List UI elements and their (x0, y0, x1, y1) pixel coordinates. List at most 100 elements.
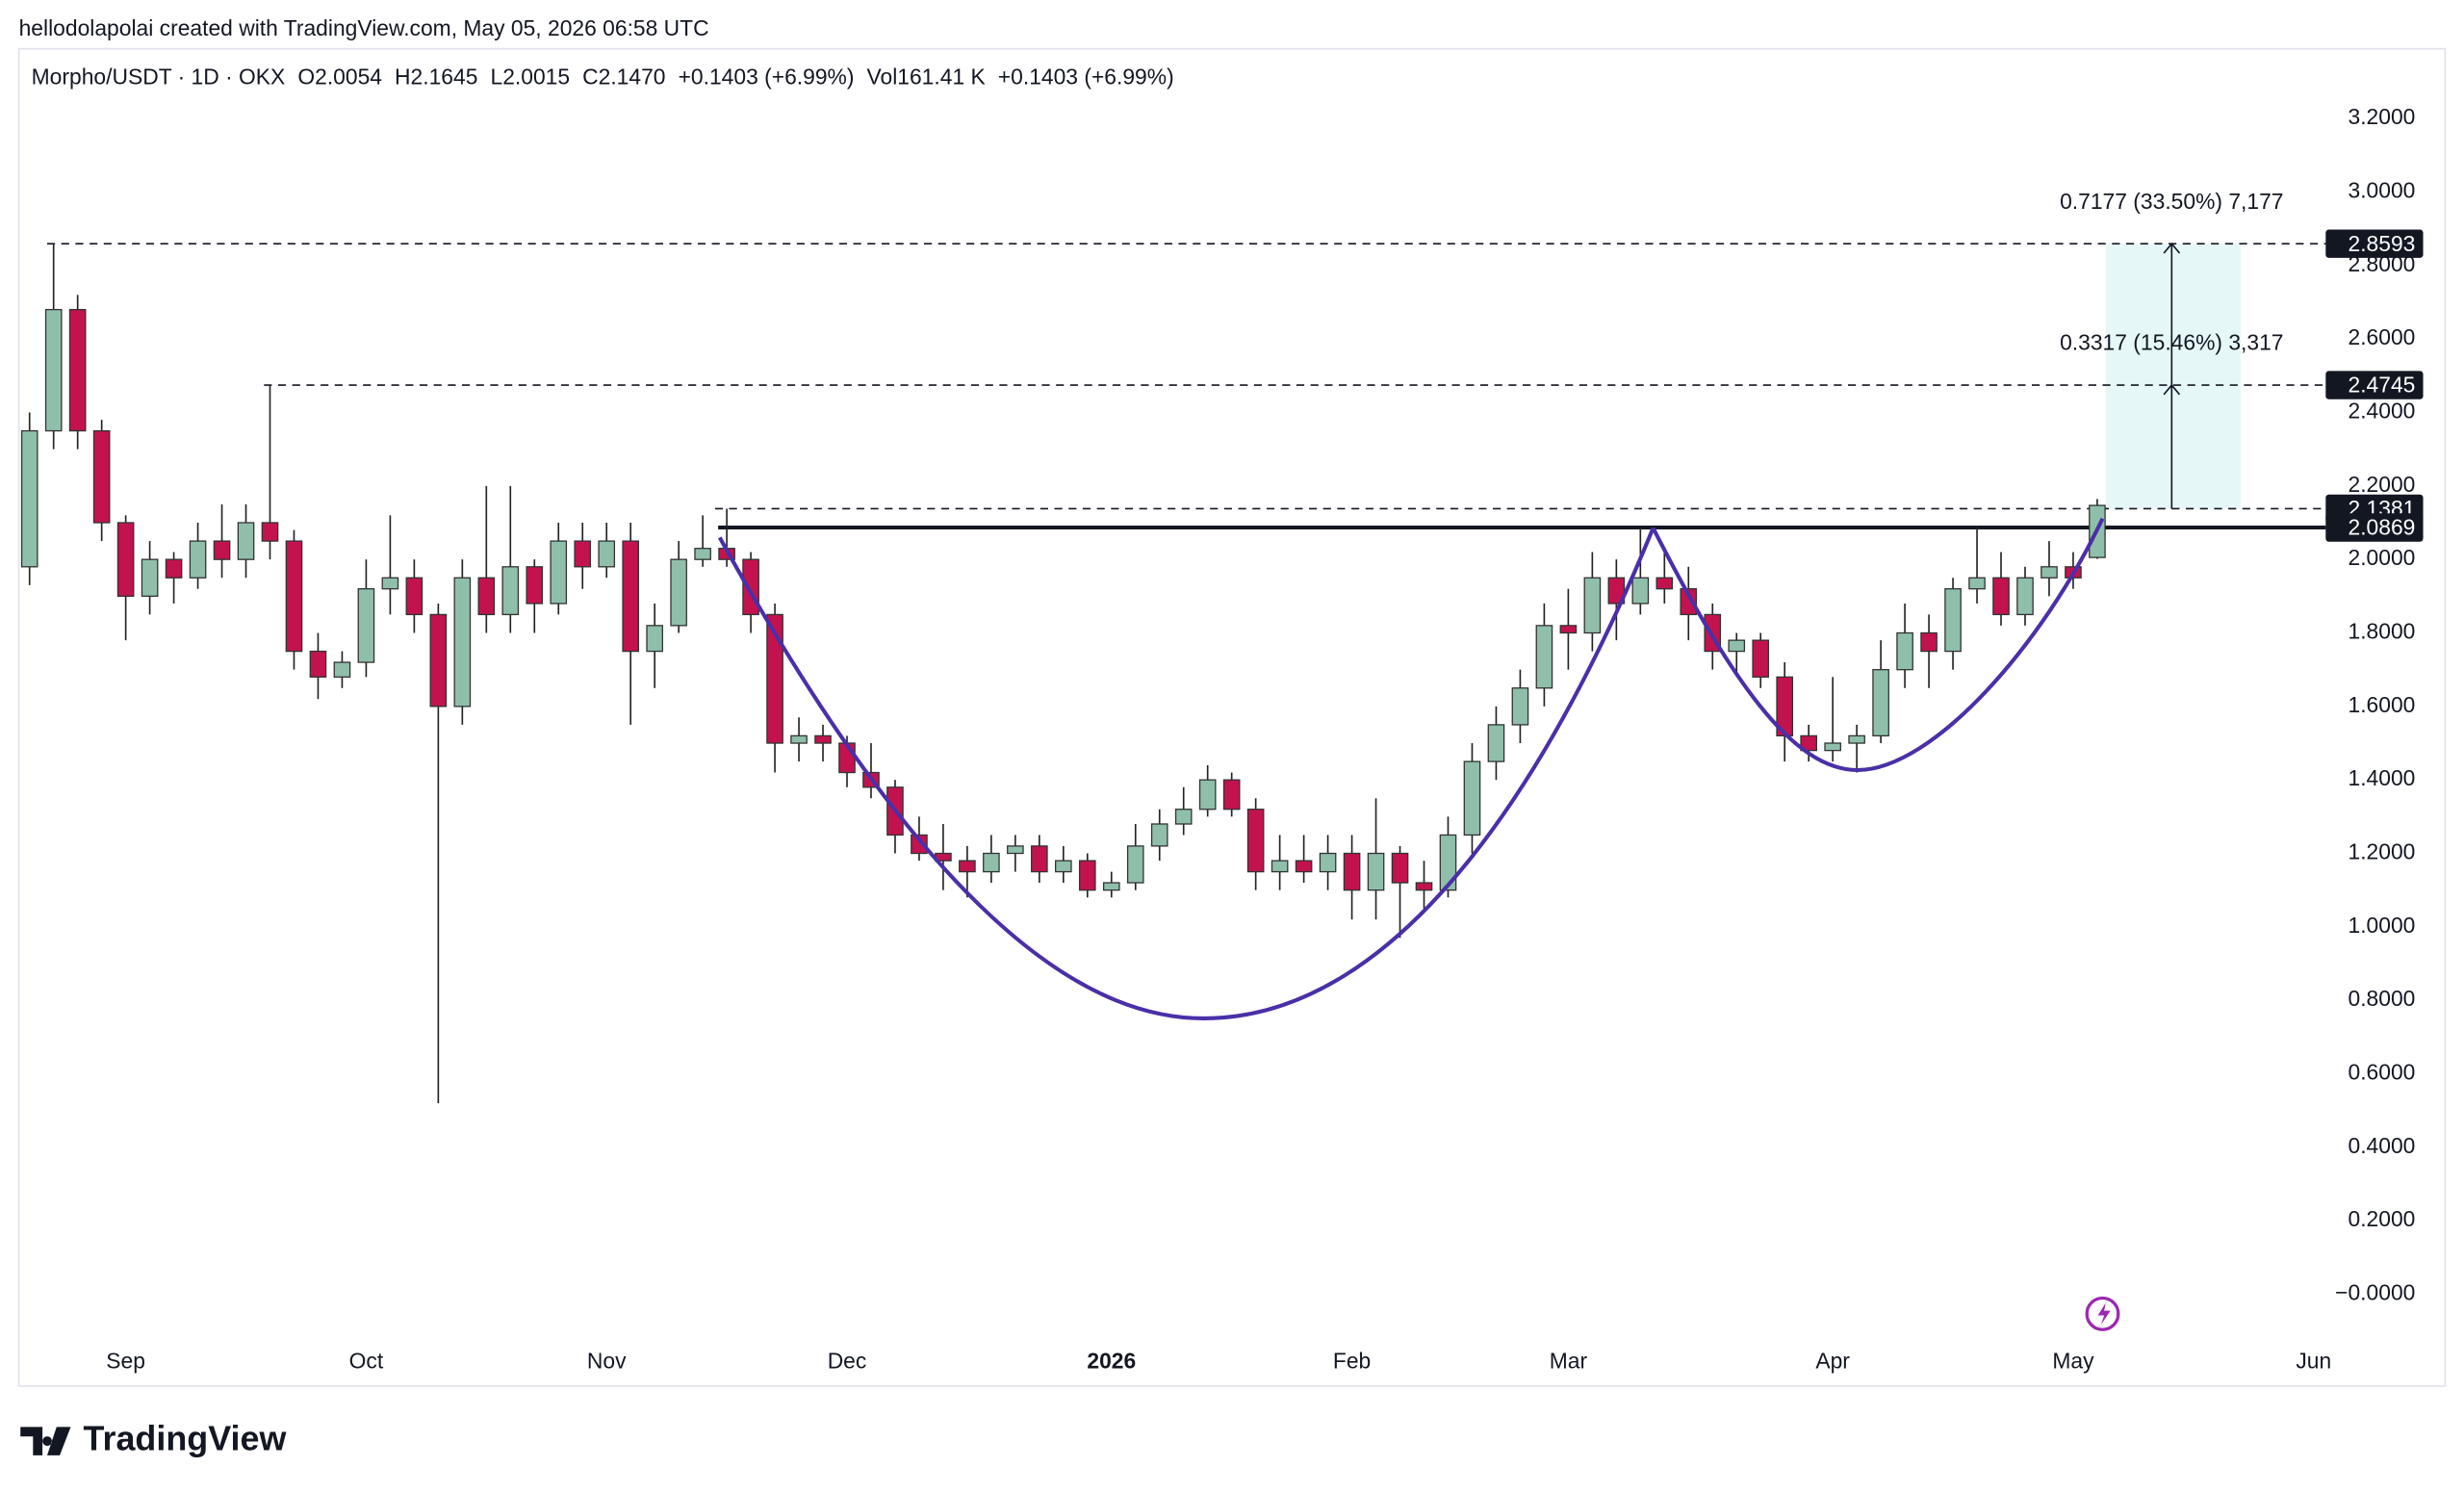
y-tick-label: 1.6000 (2348, 692, 2415, 717)
y-tick-label: 1.2000 (2348, 839, 2415, 864)
candle-body (1487, 724, 1505, 762)
alert-icon (2085, 1296, 2120, 1331)
info-item: +0.1403 (+6.99%) (679, 64, 855, 90)
legend-info: Morpho/USDT · 1D · OKX O2.0054 H2.1645 L2.0… (32, 64, 1174, 90)
candle-body (2040, 566, 2058, 579)
candle-body (477, 577, 496, 616)
candle-body (790, 734, 808, 744)
candle-body (1391, 852, 1409, 884)
candle-body (1920, 631, 1938, 653)
candle-body (2016, 577, 2034, 616)
plot: −0.0000 0.2000 0.4000 0.6000 0.8000 1.0000 1.2… (20, 104, 2424, 1374)
candle-body (1872, 669, 1889, 737)
candle-body (1222, 779, 1241, 811)
x-tick-label: Mar (1550, 1349, 1588, 1374)
candle-body (1343, 852, 1361, 891)
candle-body (1631, 577, 1650, 605)
candle-body (622, 540, 640, 653)
candle-body (814, 734, 832, 744)
logo: TradingView (20, 1419, 286, 1458)
candle-body (1319, 852, 1337, 873)
x-tick-label: Jun (2296, 1349, 2331, 1374)
candle-body (92, 429, 111, 524)
candle-body (1848, 734, 1865, 744)
x-tick-label: Dec (828, 1349, 867, 1374)
candle-body (405, 577, 424, 616)
candle-body (213, 540, 231, 560)
candle-body (983, 852, 1000, 873)
candle-body (1246, 809, 1265, 873)
price-badge-label: 2.0869 (2348, 515, 2415, 540)
annotation: 0.7177 (33.50%) 7,177 (2060, 189, 2283, 214)
candle-body (550, 540, 568, 605)
candle-body (1824, 742, 1841, 752)
candle-body (381, 577, 399, 590)
candle-body (574, 540, 592, 568)
candle-body (1150, 823, 1168, 847)
candle-body (1126, 845, 1144, 884)
candle-body (141, 558, 159, 597)
candle-body (766, 613, 783, 744)
y-tick-label: 0.2000 (2348, 1206, 2415, 1231)
candle-body (1463, 760, 1481, 837)
logo-text: TradingView (84, 1419, 287, 1458)
x-tick-label: May (2052, 1349, 2094, 1374)
measure-box (2105, 244, 2242, 509)
info-item: +0.1403 (+6.99%) (998, 64, 1174, 90)
x-tick-label: Nov (587, 1349, 627, 1374)
candle-body (1992, 577, 2010, 616)
candle-body (501, 566, 520, 616)
candle-body (20, 429, 38, 568)
candle-body (1896, 631, 1913, 671)
x-tick-label: Feb (1333, 1349, 1371, 1374)
candle-body (1367, 852, 1385, 891)
chart-frame (17, 47, 2447, 1387)
candle-body (1270, 860, 1289, 873)
candle-body (694, 548, 711, 560)
y-tick-label: 0.6000 (2348, 1060, 2415, 1085)
candle-body (309, 650, 327, 678)
candle-body (44, 308, 63, 432)
arrow-head (2163, 383, 2181, 396)
y-tick-label: 3.2000 (2348, 104, 2415, 129)
y-tick-label: 2.6000 (2348, 324, 2415, 349)
x-tick-label: Apr (1815, 1349, 1850, 1374)
price-badge (2325, 371, 2424, 399)
y-tick-label: 2.0000 (2348, 545, 2415, 570)
candle-body (1055, 860, 1072, 873)
candle-body (1968, 577, 1986, 590)
y-tick-label: 0.4000 (2348, 1133, 2415, 1158)
candle-body (1415, 882, 1433, 891)
candle-body (1198, 779, 1217, 811)
candle-body (189, 540, 207, 579)
candle-body (670, 558, 687, 627)
annotation: 0.3317 (15.46%) 3,317 (2060, 330, 2283, 355)
y-tick-label: 1.0000 (2348, 913, 2415, 938)
price-badge (2325, 513, 2424, 542)
candle-body (357, 588, 375, 663)
candle-body (453, 577, 472, 708)
candle-body (1680, 588, 1698, 616)
candle-body (1439, 834, 1457, 891)
info-item: O2.0054 (297, 64, 382, 90)
candle-body (429, 613, 448, 708)
price-badge-label: 2.8593 (2348, 231, 2415, 256)
candle-body (911, 834, 928, 855)
handle-curve (1651, 517, 2105, 773)
candle-body (1007, 845, 1024, 855)
cup-curve (717, 527, 1656, 1020)
candle-body (1511, 687, 1529, 726)
info-item: Morpho/USDT · 1D · OKX (32, 64, 286, 90)
candle-body (646, 625, 663, 653)
candle-body (1078, 860, 1096, 891)
y-tick-label: 2.4000 (2348, 399, 2415, 424)
y-tick-label: 1.8000 (2348, 619, 2415, 644)
x-tick-label: Oct (349, 1349, 384, 1374)
candle-body (526, 566, 544, 605)
candle-body (1031, 845, 1048, 873)
candle-body (1752, 639, 1770, 678)
price-badge-label: 2.4745 (2348, 373, 2415, 398)
candle-body (261, 522, 279, 542)
